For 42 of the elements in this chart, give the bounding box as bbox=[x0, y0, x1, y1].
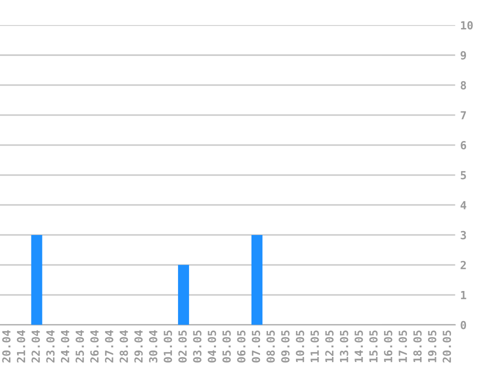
x-tick-label: 28.04 bbox=[120, 330, 128, 363]
x-tick-label: 17.05 bbox=[398, 330, 408, 362]
y-tick-label: 9 bbox=[460, 51, 466, 60]
x-tick-label: 06.05 bbox=[237, 330, 246, 362]
y-tick-label: 0 bbox=[460, 320, 466, 330]
y-tick-label: 5 bbox=[460, 171, 466, 180]
x-tick-label: 07.05 bbox=[252, 330, 260, 362]
x-tick-label: 04.05 bbox=[208, 330, 216, 362]
y-tick-label: 10 bbox=[461, 21, 473, 30]
x-tick-label: 14.05 bbox=[354, 330, 363, 362]
x-tick-label: 10.05 bbox=[296, 330, 304, 362]
x-tick-label: 24.04 bbox=[60, 330, 70, 363]
x-tick-label: 03.05 bbox=[193, 330, 202, 362]
x-tick-label: 20.05 bbox=[442, 330, 452, 363]
y-tick-label: 3 bbox=[460, 230, 466, 240]
x-tick-label: 26.04 bbox=[90, 330, 99, 363]
x-tick-label: 27.04 bbox=[104, 330, 114, 363]
x-tick-label: 21.04 bbox=[16, 330, 26, 363]
x-tick-label: 30.04 bbox=[148, 330, 158, 362]
y-tick-label: 7 bbox=[460, 111, 466, 120]
y-tick-label: 2 bbox=[460, 260, 466, 270]
y-tick-label: 4 bbox=[460, 201, 466, 210]
x-tick-label: 08.05 bbox=[266, 330, 275, 362]
x-tick-label: 22.04 bbox=[32, 330, 40, 363]
x-tick-label: 25.04 bbox=[76, 330, 84, 363]
x-tick-label: 19.05 bbox=[428, 330, 436, 362]
y-tick-label: 8 bbox=[460, 81, 466, 90]
x-tick-label: 23.04 bbox=[46, 330, 55, 363]
x-tick-label: 12.05 bbox=[325, 330, 334, 362]
x-tick-label: 05.05 bbox=[222, 330, 231, 362]
x-tick-label: 01.05 bbox=[164, 330, 172, 362]
x-tick-label: 29.04 bbox=[134, 330, 143, 363]
x-tick-label: 15.05 bbox=[369, 330, 378, 362]
x-tick-label: 02.05 bbox=[178, 330, 187, 362]
x-tick-label: 13.05 bbox=[340, 330, 348, 362]
x-tick-label: 16.05 bbox=[384, 330, 392, 362]
y-tick-label: 1 bbox=[461, 291, 466, 300]
x-tick-label: 20.04 bbox=[2, 330, 11, 363]
x-tick-label: 11.05 bbox=[310, 330, 319, 362]
y-tick-label: 6 bbox=[460, 141, 466, 150]
x-tick-label: 09.05 bbox=[281, 330, 290, 362]
x-tick-label: 18.05 bbox=[413, 330, 422, 362]
